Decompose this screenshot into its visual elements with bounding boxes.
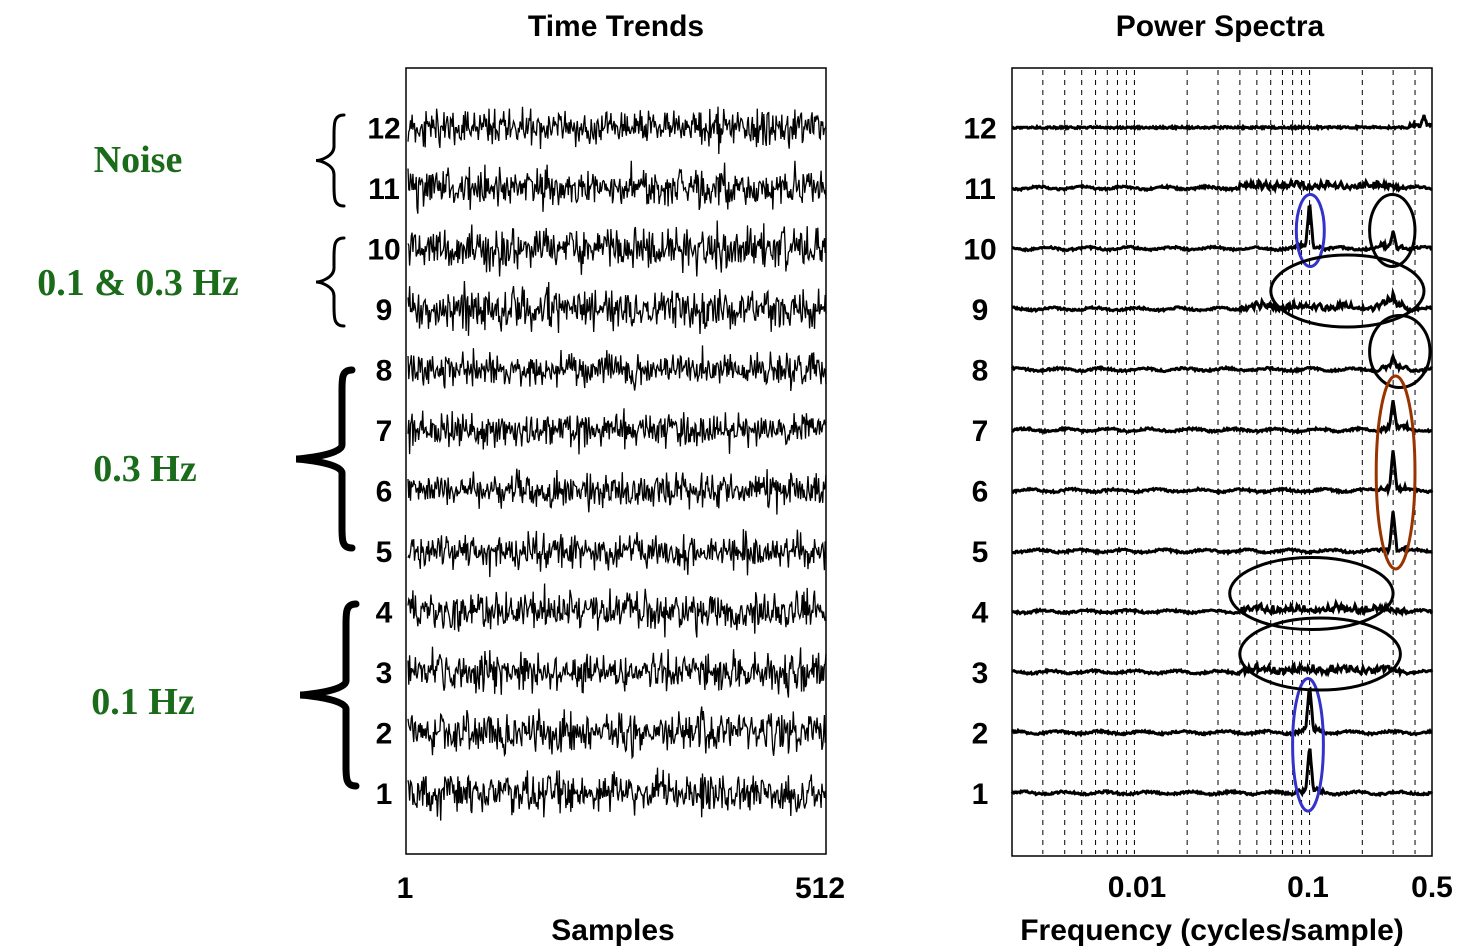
time-trend-label-12: 12 (367, 113, 400, 146)
power-spectra-x-tick-0-1: 0.1 (1287, 871, 1329, 904)
highlight-ellipse (1294, 193, 1326, 268)
time-trends-x-tick-end: 512 (795, 872, 845, 905)
power-spectrum-label-5: 5 (972, 536, 989, 569)
group-label-0-3-hz: 0.3 Hz (93, 448, 197, 490)
power-spectrum-label-2: 2 (972, 718, 989, 751)
power-spectra-highlights (1228, 193, 1432, 813)
time-trends-plot-frame (405, 67, 827, 855)
power-spectrum-trace-5 (1011, 511, 1433, 557)
time-trend-trace-12 (407, 106, 827, 155)
time-trend-label-8: 8 (376, 355, 393, 388)
power-spectrum-label-6: 6 (972, 476, 989, 509)
group-label-0-1-hz: 0.1 Hz (91, 681, 195, 723)
power-spectra-title: Power Spectra (1116, 10, 1325, 43)
power-spectrum-trace-10 (1012, 203, 1433, 253)
time-trend-trace-3 (407, 646, 827, 698)
power-spectrum-trace-12 (1011, 114, 1433, 132)
power-spectrum-label-1: 1 (972, 778, 989, 811)
power-spectrum-trace-9 (1011, 287, 1433, 315)
brace-0-3-hz (295, 366, 356, 552)
time-trend-label-7: 7 (376, 415, 393, 448)
time-trend-trace-4 (407, 583, 827, 638)
power-spectra-x-tick-0-5: 0.5 (1411, 871, 1453, 904)
power-spectrum-label-3: 3 (972, 657, 989, 690)
time-trend-label-2: 2 (376, 718, 393, 751)
time-trends-x-axis-label: Samples (551, 914, 674, 947)
power-spectrum-trace-2 (1010, 686, 1433, 738)
time-trends-title: Time Trends (528, 10, 704, 43)
highlight-ellipse (1238, 616, 1402, 692)
group-label-noise: Noise (94, 139, 183, 181)
highlight-ellipse (1228, 556, 1395, 631)
power-spectrum-label-10: 10 (963, 234, 996, 267)
power-spectrum-trace-4 (1011, 598, 1434, 618)
power-spectrum-trace-8 (1010, 351, 1433, 374)
highlight-ellipse (1374, 374, 1417, 571)
power-spectrum-trace-1 (1010, 748, 1434, 798)
time-trend-trace-11 (407, 160, 827, 214)
time-trend-label-1: 1 (376, 778, 393, 811)
time-trend-trace-9 (407, 280, 827, 336)
power-spectra-plot-frame (1011, 67, 1433, 857)
power-spectrum-label-9: 9 (972, 294, 989, 327)
highlight-ellipse (1368, 193, 1417, 268)
time-trend-trace-5 (407, 529, 827, 578)
time-trend-trace-7 (407, 408, 827, 455)
highlight-ellipse (1291, 677, 1325, 813)
time-trend-label-3: 3 (376, 657, 393, 690)
time-trend-label-4: 4 (376, 597, 393, 630)
time-trend-label-10: 10 (367, 234, 400, 267)
power-spectrum-trace-11 (1011, 176, 1433, 195)
time-trend-trace-8 (407, 345, 827, 392)
time-trend-trace-1 (407, 767, 827, 821)
time-trend-label-11: 11 (368, 173, 400, 206)
power-spectrum-label-7: 7 (972, 415, 989, 448)
time-trend-trace-6 (407, 468, 827, 515)
time-trend-label-9: 9 (376, 294, 393, 327)
time-trends-x-tick-start: 1 (397, 872, 414, 905)
power-spectra-x-tick-0-01: 0.01 (1108, 871, 1166, 904)
time-trend-label-6: 6 (376, 476, 393, 509)
time-trend-label-5: 5 (376, 536, 393, 569)
time-trend-trace-2 (407, 706, 827, 760)
group-annotations: Noise 0.1 & 0.3 Hz 0.3 Hz 0.1 Hz (37, 113, 360, 790)
power-spectrum-label-8: 8 (972, 355, 989, 388)
power-spectrum-trace-3 (1011, 660, 1434, 679)
brace-noise (315, 113, 346, 208)
power-spectrum-label-11: 11 (964, 173, 996, 206)
highlight-ellipse (1269, 253, 1426, 329)
power-spectrum-label-4: 4 (972, 597, 989, 630)
power-spectrum-trace-7 (1011, 400, 1433, 435)
highlight-ellipse (1368, 314, 1432, 389)
brace-0-1-hz (299, 600, 360, 790)
power-spectra-traces (1010, 114, 1434, 798)
power-spectrum-label-12: 12 (963, 113, 996, 146)
time-trend-trace-10 (407, 220, 827, 277)
power-spectra-x-axis-label: Frequency (cycles/sample) (1020, 914, 1404, 947)
time-trends-traces (407, 106, 827, 821)
brace-mixed (315, 236, 346, 328)
power-spectrum-trace-6 (1011, 450, 1434, 498)
group-label-mixed: 0.1 & 0.3 Hz (37, 262, 239, 304)
